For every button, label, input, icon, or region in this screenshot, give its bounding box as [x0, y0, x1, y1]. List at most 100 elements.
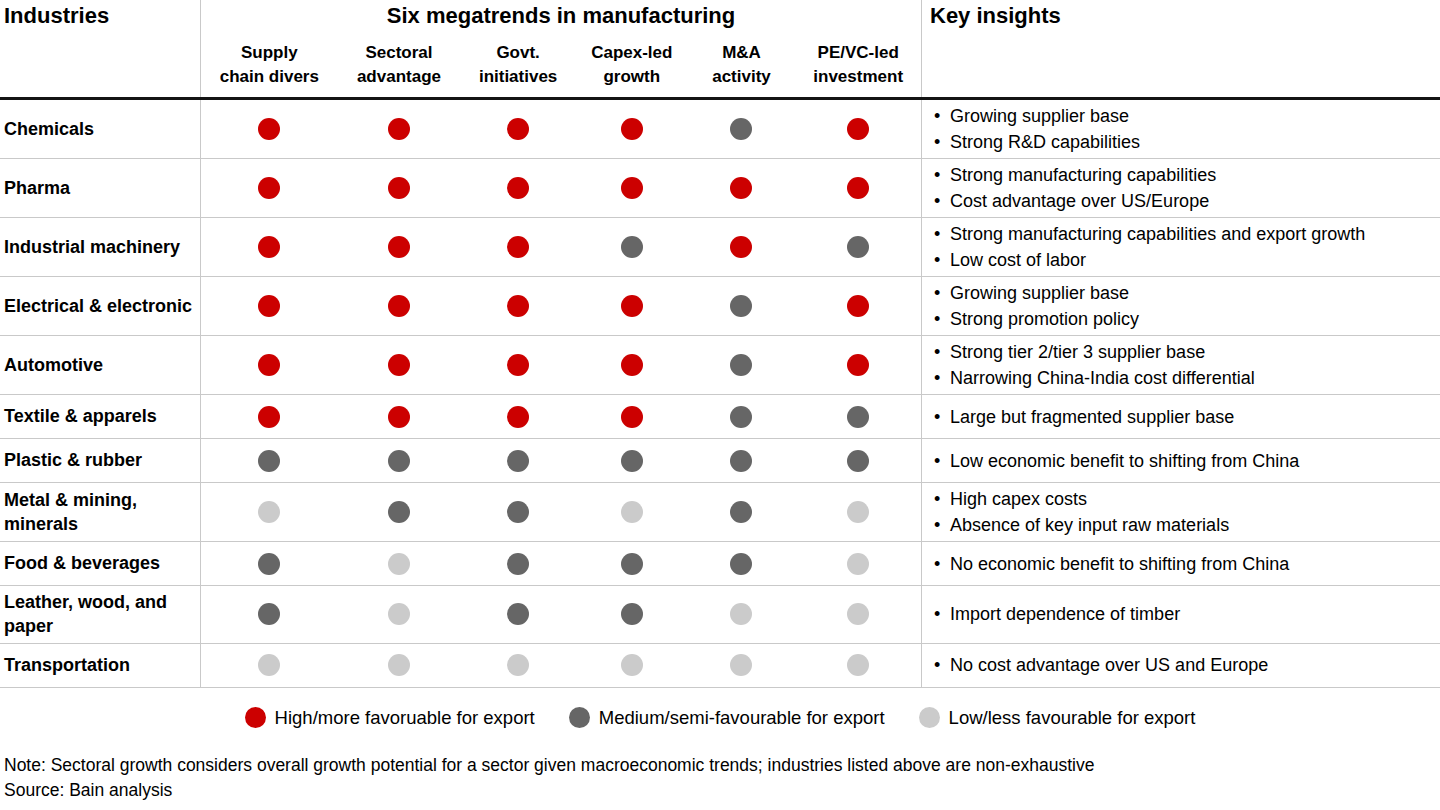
rating-column — [201, 236, 338, 258]
table-row: Transportation No cost advantage over US… — [0, 644, 1440, 688]
rating-column — [576, 177, 688, 199]
rating-dot-low — [621, 501, 643, 523]
ratings-cell — [200, 336, 922, 394]
rating-dot-high — [507, 236, 529, 258]
insight-item: High capex costs — [932, 486, 1436, 512]
rating-dot-low — [388, 603, 410, 625]
rating-dot-high — [507, 295, 529, 317]
rating-column — [201, 177, 338, 199]
table-row: Leather, wood, and paper Import dependen… — [0, 586, 1440, 644]
rating-column — [576, 501, 688, 523]
rating-column — [338, 236, 461, 258]
rating-column — [688, 236, 796, 258]
rating-column — [688, 450, 796, 472]
rating-dot-high — [388, 295, 410, 317]
ratings-cell — [200, 644, 922, 687]
rating-dot-high — [258, 406, 280, 428]
insight-item: Strong manufacturing capabilities and ex… — [932, 221, 1436, 247]
rating-dot-high — [621, 354, 643, 376]
rating-column — [688, 177, 796, 199]
insight-item: Narrowing China-India cost differential — [932, 365, 1436, 391]
rating-dot-high — [621, 406, 643, 428]
industry-label: Plastic & rubber — [0, 439, 200, 482]
column-header-line1: M&A — [722, 43, 761, 62]
insight-item: Growing supplier base — [932, 280, 1436, 306]
insight-item: Strong manufacturing capabilities — [932, 162, 1436, 188]
rating-dot-high — [388, 236, 410, 258]
insights-cell: Low economic benefit to shifting from Ch… — [922, 439, 1440, 482]
rating-dot-medium — [730, 118, 752, 140]
table-header: Industries Six megatrends in manufacturi… — [0, 0, 1440, 100]
insight-item: Strong promotion policy — [932, 306, 1436, 332]
rating-dot-high — [847, 295, 869, 317]
rating-dot-low — [847, 553, 869, 575]
rating-column — [338, 450, 461, 472]
rating-dot-high — [847, 118, 869, 140]
rating-column — [688, 354, 796, 376]
rating-dot-high — [730, 177, 752, 199]
rating-column — [201, 118, 338, 140]
rating-column — [201, 553, 338, 575]
ratings-cell — [200, 100, 922, 158]
insights-cell: Growing supplier baseStrong R&D capabili… — [922, 100, 1440, 158]
industries-heading: Industries — [4, 3, 200, 29]
rating-dot-high — [258, 354, 280, 376]
column-header-line1: PE/VC-led — [818, 43, 899, 62]
rating-column — [201, 354, 338, 376]
rating-dot-high — [507, 118, 529, 140]
insights-cell: Strong manufacturing capabilitiesCost ad… — [922, 159, 1440, 217]
column-header-line2: initiatives — [479, 67, 557, 86]
insights-cell: No cost advantage over US and Europe — [922, 644, 1440, 687]
rating-dot-high — [388, 118, 410, 140]
rating-dot-low — [847, 603, 869, 625]
industry-label: Leather, wood, and paper — [0, 586, 200, 643]
rating-column — [688, 603, 796, 625]
ratings-cell — [200, 395, 922, 438]
rating-column — [460, 450, 576, 472]
rating-column — [576, 354, 688, 376]
rating-dot-low — [388, 654, 410, 676]
insight-item: No cost advantage over US and Europe — [932, 652, 1436, 678]
rating-dot-medium — [507, 603, 529, 625]
insight-item: Import dependence of timber — [932, 601, 1436, 627]
insights-cell: No economic benefit to shifting from Chi… — [922, 542, 1440, 585]
rating-column — [795, 450, 921, 472]
industry-label: Industrial machinery — [0, 218, 200, 276]
rating-column — [338, 177, 461, 199]
column-headers: Supply chain divers Sectoral advantage G… — [201, 41, 921, 89]
insights-cell: Strong manufacturing capabilities and ex… — [922, 218, 1440, 276]
note-text: Note: Sectoral growth considers overall … — [4, 753, 1094, 778]
rating-dot-medium — [621, 450, 643, 472]
ratings-cell — [200, 159, 922, 217]
rating-column — [460, 295, 576, 317]
ratings-cell — [200, 439, 922, 482]
table-row: Plastic & rubber Low economic benefit to… — [0, 439, 1440, 483]
rating-dot-medium — [621, 236, 643, 258]
rating-column — [460, 118, 576, 140]
rating-column — [201, 654, 338, 676]
rating-column — [576, 295, 688, 317]
table-row: Industrial machinery Strong manufacturin… — [0, 218, 1440, 277]
table-row: Food & beverages No economic benefit to … — [0, 542, 1440, 586]
rating-column — [688, 501, 796, 523]
rating-column — [688, 295, 796, 317]
rating-dot-low — [621, 654, 643, 676]
column-header-line2: growth — [603, 67, 660, 86]
rating-column — [576, 603, 688, 625]
megatrends-matrix: Industries Six megatrends in manufacturi… — [0, 0, 1440, 810]
legend: High/more favoruable for export Medium/s… — [0, 707, 1440, 729]
rating-dot-high — [621, 295, 643, 317]
column-header-line1: Capex-led — [591, 43, 672, 62]
rating-dot-medium — [730, 295, 752, 317]
rating-dot-medium — [507, 450, 529, 472]
rating-column — [201, 406, 338, 428]
rating-column — [460, 354, 576, 376]
ratings-cell — [200, 218, 922, 276]
rating-dot-high — [388, 354, 410, 376]
rating-column — [795, 295, 921, 317]
rating-column — [460, 177, 576, 199]
column-header-line2: chain divers — [220, 67, 319, 86]
column-header: Capex-led growth — [576, 41, 688, 89]
column-header-line2: advantage — [357, 67, 441, 86]
rating-dot-medium — [258, 603, 280, 625]
